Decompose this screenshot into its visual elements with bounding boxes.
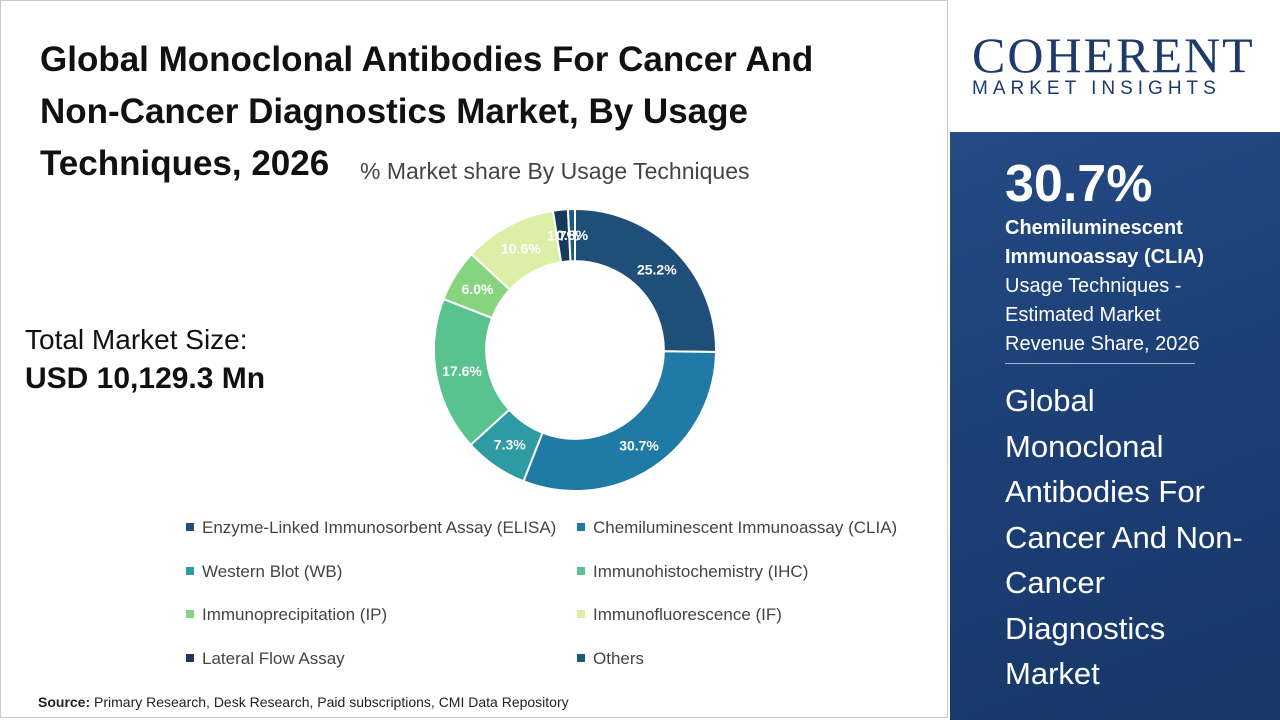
donut-chart: 25.2%30.7%7.3%17.6%6.0%10.6%1.7%0.8% bbox=[433, 207, 718, 492]
total-market-label: Total Market Size: bbox=[25, 324, 248, 355]
divider bbox=[1005, 363, 1195, 364]
legend-label: Others bbox=[593, 648, 645, 668]
legend-swatch bbox=[577, 610, 585, 618]
legend-label: Chemiluminescent Immunoassay (CLIA) bbox=[593, 518, 898, 537]
legend-item: Enzyme-Linked Immunosorbent Assay (ELISA… bbox=[186, 518, 556, 538]
page-title: Global Monoclonal Antibodies For Cancer … bbox=[40, 40, 814, 183]
slice-data-label: 7.3% bbox=[494, 437, 526, 453]
highlight-segment: Chemiluminescent Immunoassay (CLIA) bbox=[1005, 217, 1204, 268]
legend-swatch bbox=[577, 653, 585, 662]
slice-data-label: 17.6% bbox=[442, 363, 482, 379]
legend-swatch bbox=[577, 566, 585, 575]
highlight-percent: 30.7% bbox=[1005, 155, 1153, 213]
logo-tagline: MARKET INSIGHTS bbox=[972, 78, 1221, 99]
legend-swatch bbox=[186, 610, 194, 618]
chart-subtitle: % Market share By Usage Techniques bbox=[360, 158, 750, 184]
legend-label: Immunohistochemistry (IHC) bbox=[593, 561, 809, 581]
source-text: Primary Research, Desk Research, Paid su… bbox=[90, 694, 569, 710]
legend-item: Immunohistochemistry (IHC) bbox=[577, 562, 808, 582]
slice-data-label: 10.6% bbox=[501, 241, 541, 257]
logo-wordmark: COHERENT bbox=[972, 27, 1255, 83]
legend-label: Lateral Flow Assay bbox=[202, 648, 345, 668]
source-note: Source: Primary Research, Desk Research,… bbox=[38, 694, 569, 710]
donut-slice bbox=[522, 350, 718, 492]
legend-label: Enzyme-Linked Immunosorbent Assay (ELISA… bbox=[202, 518, 557, 537]
source-label: Source: bbox=[38, 694, 91, 710]
legend-item: Lateral Flow Assay bbox=[186, 649, 345, 669]
legend-swatch bbox=[186, 523, 194, 531]
highlight-panel: 30.7% Chemiluminescent Immunoassay (CLIA… bbox=[950, 132, 1280, 720]
donut-slice bbox=[574, 207, 717, 354]
legend-swatch bbox=[186, 566, 194, 575]
donut-slice bbox=[566, 207, 576, 263]
slice-data-label: 30.7% bbox=[619, 437, 659, 453]
slice-data-label: 6.0% bbox=[462, 281, 494, 297]
brand-logo: COHERENT MARKET INSIGHTS bbox=[950, 0, 1280, 130]
legend-item: Immunoprecipitation (IP) bbox=[186, 605, 387, 625]
legend-swatch bbox=[186, 653, 194, 662]
highlight-market-name: Global Monoclonal Antibodies For Cancer … bbox=[1005, 383, 1243, 691]
slice-data-label: 25.2% bbox=[637, 261, 677, 277]
legend-label: Immunofluorescence (IF) bbox=[593, 605, 782, 624]
total-market-value: USD 10,129.3 Mn bbox=[25, 362, 266, 395]
legend-swatch bbox=[577, 523, 585, 531]
legend-item: Others bbox=[577, 649, 644, 669]
legend-label: Immunoprecipitation (IP) bbox=[202, 605, 388, 624]
legend-label: Western Blot (WB) bbox=[202, 561, 343, 581]
legend-item: Immunofluorescence (IF) bbox=[577, 605, 782, 625]
highlight-description: Usage Techniques - Estimated Market Reve… bbox=[1005, 275, 1200, 355]
legend-item: Chemiluminescent Immunoassay (CLIA) bbox=[577, 518, 897, 538]
slice-data-label: 0.8% bbox=[556, 227, 588, 243]
legend-item: Western Blot (WB) bbox=[186, 562, 342, 582]
chart-frame bbox=[0, 0, 948, 718]
